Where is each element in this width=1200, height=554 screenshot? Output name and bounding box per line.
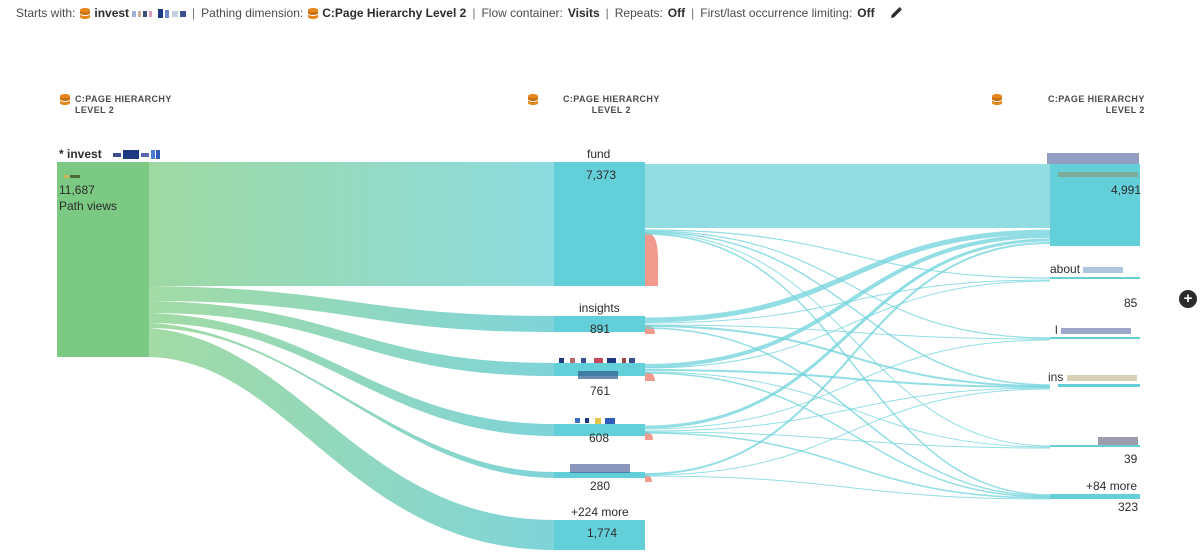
middle-node-count: 761: [590, 384, 611, 398]
right-node-about[interactable]: [1050, 277, 1140, 279]
middle-node-label[interactable]: insights: [579, 301, 620, 315]
column-header-line2: LEVEL 2: [1105, 105, 1145, 115]
column-header-line2: LEVEL 2: [75, 105, 115, 115]
redacted-text[interactable]: [575, 412, 615, 430]
redacted-text: [1083, 262, 1124, 276]
middle-node-label[interactable]: fund: [587, 147, 611, 161]
right-node-more[interactable]: [1050, 494, 1140, 499]
middle-node-4[interactable]: [554, 424, 645, 436]
redacted-text[interactable]: [559, 352, 635, 370]
separator: |: [605, 6, 609, 20]
separator: |: [192, 6, 196, 20]
column-header-line2: LEVEL 2: [591, 105, 631, 115]
entry-node-count: 11,687: [59, 183, 95, 197]
middle-node-count: 891: [590, 322, 611, 336]
exit-marker[interactable]: [645, 432, 653, 440]
exit-marker[interactable]: [645, 325, 655, 334]
occurrence-limiting-value[interactable]: Off: [857, 6, 875, 20]
right-node-count: 39: [1124, 452, 1138, 466]
dimension-icon: [992, 94, 1002, 105]
starts-with-value[interactable]: invest: [94, 6, 130, 20]
redacted-text: [1058, 166, 1138, 184]
separator: |: [472, 6, 476, 20]
right-node-3[interactable]: [1050, 337, 1140, 339]
middle-node-5[interactable]: [554, 472, 645, 478]
starts-with-label: Starts with:: [16, 6, 76, 20]
flow-container-value[interactable]: Visits: [567, 6, 600, 20]
right-node-label[interactable]: l: [1055, 323, 1132, 337]
middle-node-3[interactable]: [554, 363, 645, 376]
right-node-label[interactable]: +84 more: [1086, 479, 1138, 493]
exit-marker[interactable]: [645, 232, 659, 286]
column-header-3[interactable]: C:PAGE HIERARCHY LEVEL 2: [992, 94, 1145, 116]
flow-link[interactable]: [149, 313, 554, 436]
dimension-icon: [80, 7, 91, 19]
entry-node-label[interactable]: * invest: [59, 147, 161, 161]
redacted-text: [113, 147, 161, 161]
exit-marker[interactable]: [645, 475, 652, 482]
redacted-text: [64, 168, 80, 186]
middle-node-count: 1,774: [587, 526, 618, 540]
right-node-label[interactable]: about: [1050, 262, 1124, 276]
flow-container-label: Flow container:: [481, 6, 563, 20]
middle-node-label[interactable]: +224 more: [571, 505, 629, 519]
flow-settings-summary: Starts with: invest | Pathing dimension:…: [16, 5, 903, 21]
flow-link[interactable]: [149, 328, 554, 550]
middle-node-count: 280: [590, 479, 611, 493]
flow-link[interactable]: [149, 162, 554, 286]
middle-node-count: 608: [589, 431, 610, 445]
entry-node[interactable]: [57, 162, 149, 357]
right-node-1[interactable]: [1050, 164, 1140, 246]
separator: |: [691, 6, 695, 20]
flow-link-group[interactable]: [644, 229, 1051, 500]
repeats-label: Repeats:: [614, 6, 663, 20]
pathing-dimension-label: Pathing dimension:: [201, 6, 304, 20]
right-node-5[interactable]: [1050, 445, 1140, 447]
middle-node-more[interactable]: [554, 520, 645, 550]
right-node-label[interactable]: ins: [1048, 370, 1137, 384]
entry-node-caption: Path views: [59, 199, 118, 213]
column-header-1[interactable]: C:PAGE HIERARCHY LEVEL 2: [60, 94, 172, 116]
redacted-text: [132, 6, 187, 20]
add-column-button[interactable]: +: [1179, 290, 1197, 308]
flow-link[interactable]: [645, 164, 1050, 228]
redacted-text: [578, 366, 618, 384]
exit-marker[interactable]: [645, 372, 655, 381]
pathing-dimension-value[interactable]: C:Page Hierarchy Level 2: [322, 6, 467, 20]
column-header-line1: C:PAGE HIERARCHY: [563, 94, 660, 104]
right-node-count: 4,991: [1111, 183, 1142, 197]
right-node-count: 323: [1118, 500, 1139, 514]
middle-node-count: 7,373: [586, 168, 617, 182]
flow-link[interactable]: [149, 286, 554, 332]
dimension-icon: [528, 94, 538, 105]
redacted-text: [1061, 323, 1132, 337]
middle-node-insights[interactable]: [554, 316, 645, 332]
redacted-text[interactable]: [1047, 150, 1139, 168]
redacted-text: [1066, 370, 1137, 384]
pencil-icon[interactable]: [889, 6, 903, 20]
repeats-value[interactable]: Off: [667, 6, 686, 20]
redacted-text[interactable]: [1098, 432, 1138, 450]
occurrence-limiting-label: First/last occurrence limiting:: [700, 6, 853, 20]
dimension-icon: [308, 7, 319, 19]
dimension-icon: [60, 94, 70, 105]
column-header-2[interactable]: C:PAGE HIERARCHY LEVEL 2: [528, 94, 660, 116]
middle-node-fund[interactable]: [554, 162, 645, 286]
right-node-count: 85: [1124, 296, 1138, 310]
column-header-line1: C:PAGE HIERARCHY: [75, 94, 172, 104]
column-header-line1: C:PAGE HIERARCHY: [1048, 94, 1145, 104]
flow-link[interactable]: [149, 301, 554, 376]
redacted-text[interactable]: [570, 460, 630, 478]
right-node-ins[interactable]: [1058, 384, 1140, 387]
